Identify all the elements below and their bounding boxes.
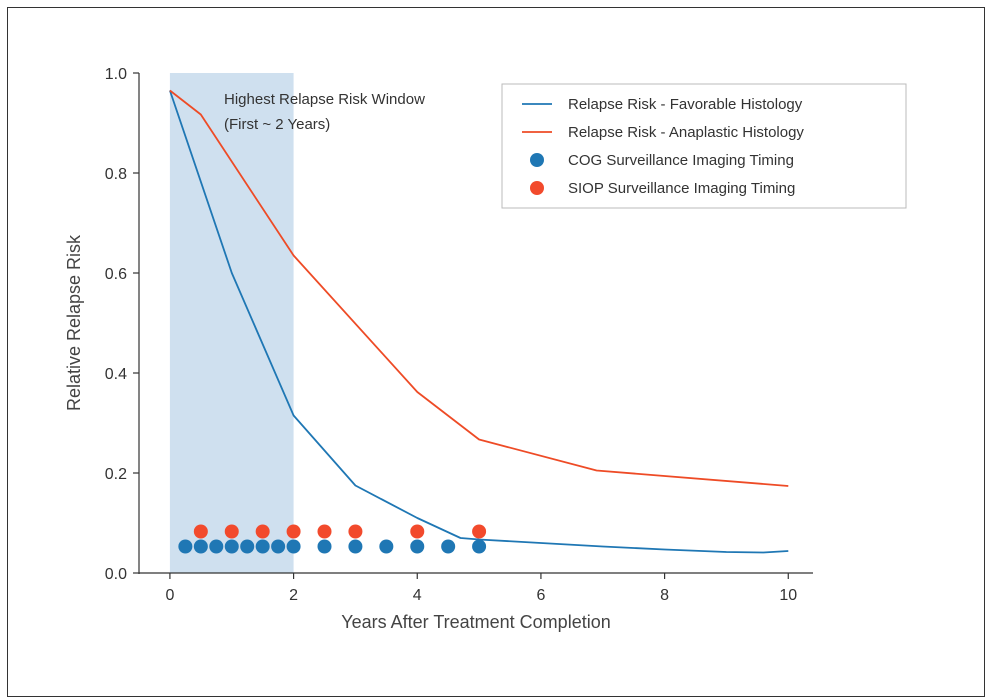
series-point: [441, 539, 456, 554]
legend-entry-label: Relapse Risk - Favorable Histology: [568, 96, 803, 113]
shaded-region: [169, 73, 294, 573]
series-point: [286, 524, 301, 539]
series-line: [169, 89, 789, 487]
series-point: [193, 524, 208, 539]
shaded-region-label: (First ~ 2 Years): [224, 116, 330, 133]
series-point: [317, 524, 332, 539]
x-tick-label: 6: [536, 587, 545, 604]
x-tick-label: 10: [779, 587, 797, 604]
y-tick-label: 0.2: [105, 466, 127, 483]
series-point: [286, 539, 301, 554]
y-axis-title: Relative Relapse Risk: [64, 234, 84, 411]
y-tick-label: 1.0: [105, 66, 127, 83]
relapse-risk-chart: 0 2 4 6 8 10 0.0 0.2 0.4 0.6 0.8 1.0 Years After Tre…: [64, 66, 907, 632]
series-point: [379, 539, 394, 554]
series-point: [410, 524, 425, 539]
series-point: [472, 524, 487, 539]
axes: 0 2 4 6 8 10 0.0 0.2 0.4 0.6 0.8 1.0 Years After Tre…: [64, 66, 813, 632]
series-point: [178, 539, 193, 554]
legend-marker-swatch: [530, 153, 544, 167]
legend-entry-label: Relapse Risk - Anaplastic Histology: [568, 124, 804, 141]
series-point: [410, 539, 425, 554]
legend-entry-label: SIOP Surveillance Imaging Timing: [568, 180, 795, 197]
x-tick-label: 0: [165, 587, 174, 604]
series-point: [472, 539, 487, 554]
shaded-region-layer: [169, 73, 294, 573]
legend-entry-label: COG Surveillance Imaging Timing: [568, 152, 794, 169]
series-layer: [169, 89, 789, 554]
series-point: [255, 539, 270, 554]
y-tick-label: 0.8: [105, 166, 127, 183]
legend-marker-swatch: [530, 181, 544, 195]
series-point: [271, 539, 286, 554]
series-point: [240, 539, 255, 554]
y-tick-label: 0.0: [105, 566, 127, 583]
x-axis-title: Years After Treatment Completion: [341, 612, 610, 632]
legend-box: [501, 83, 907, 209]
x-tick-label: 8: [660, 587, 669, 604]
series-point: [348, 524, 363, 539]
annotation-layer: Highest Relapse Risk Window (First ~ 2 Ye…: [224, 91, 425, 133]
series-point: [209, 539, 224, 554]
y-tick-label: 0.6: [105, 266, 127, 283]
series-point: [193, 539, 208, 554]
series-point: [224, 524, 239, 539]
x-tick-label: 2: [289, 587, 298, 604]
series-point: [224, 539, 239, 554]
shaded-region-label: Highest Relapse Risk Window: [224, 91, 425, 108]
series-point: [255, 524, 270, 539]
x-tick-label: 4: [413, 587, 422, 604]
legend: Relapse Risk - Favorable Histology Relaps…: [501, 83, 907, 209]
series-point: [348, 539, 363, 554]
series-line: [169, 90, 789, 554]
y-tick-label: 0.4: [105, 366, 127, 383]
series-point: [317, 539, 332, 554]
